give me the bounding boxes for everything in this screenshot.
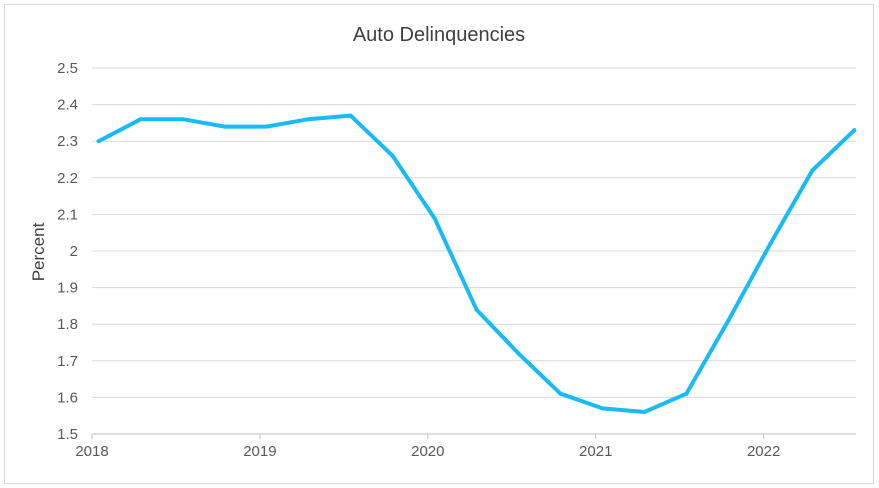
- data-point: [348, 113, 353, 118]
- y-tick-label: 2.1: [57, 206, 78, 223]
- data-point: [432, 216, 437, 221]
- x-tick-label: 2020: [411, 443, 444, 460]
- data-point: [600, 406, 605, 411]
- data-point: [726, 318, 731, 323]
- x-tick-label: 2021: [579, 443, 612, 460]
- y-tick-label: 1.8: [57, 316, 78, 333]
- data-point: [642, 410, 647, 415]
- y-axis-ticks: 1.5 1.6 1.7 1.8 1.9 2 2.1 2.2 2.3 2.4 2.5: [57, 60, 78, 443]
- y-tick-label: 2.5: [57, 60, 78, 77]
- y-tick-label: 2.4: [57, 97, 78, 114]
- data-point: [768, 241, 773, 246]
- y-tick-label: 1.7: [57, 353, 78, 370]
- y-tick-label: 1.5: [57, 426, 78, 443]
- x-tick-label: 2018: [75, 443, 108, 460]
- data-point: [306, 117, 311, 122]
- data-point: [516, 351, 521, 356]
- y-tick-label: 2.2: [57, 170, 78, 187]
- data-point: [852, 128, 857, 133]
- y-axis-title: Percent: [29, 222, 48, 281]
- series-group: [96, 113, 857, 415]
- y-tick-label: 1.9: [57, 280, 78, 297]
- data-point: [474, 307, 479, 312]
- data-point: [684, 391, 689, 396]
- y-tick-label: 2.3: [57, 133, 78, 150]
- data-point: [810, 168, 815, 173]
- data-point: [96, 139, 101, 144]
- data-point: [180, 117, 185, 122]
- y-tick-label: 1.6: [57, 389, 78, 406]
- gridlines: [92, 67, 856, 398]
- data-point: [264, 124, 269, 129]
- x-tick-label: 2019: [243, 443, 276, 460]
- series-line: [96, 113, 857, 414]
- data-point: [558, 391, 563, 396]
- x-axis-ticks: 2018 2019 2020 2021 2022: [75, 434, 780, 460]
- chart-title: Auto Delinquencies: [353, 24, 525, 46]
- y-tick-label: 2: [70, 243, 78, 260]
- data-point: [390, 153, 395, 158]
- x-tick-label: 2022: [747, 443, 780, 460]
- data-point: [138, 117, 143, 122]
- data-point: [222, 124, 227, 129]
- chart-frame: [4, 4, 874, 484]
